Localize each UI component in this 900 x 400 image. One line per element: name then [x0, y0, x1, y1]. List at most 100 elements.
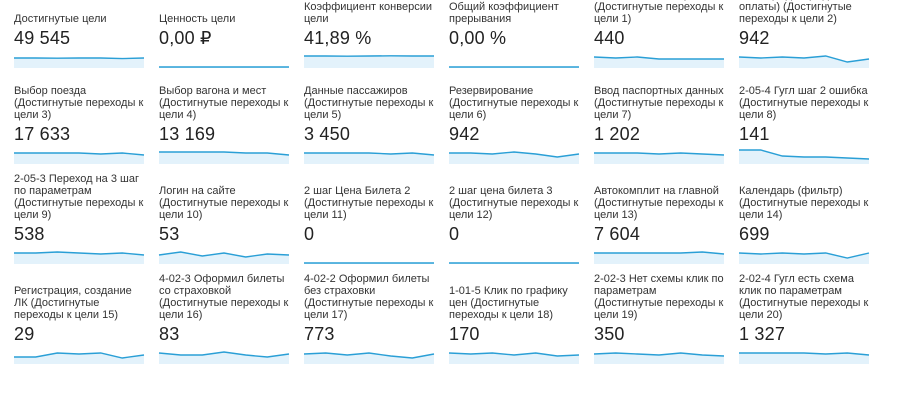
metric-sparkline [159, 151, 290, 164]
metric-value: 17 633 [14, 124, 71, 144]
metric-sparkline [449, 262, 579, 264]
metric-card[interactable]: 2-02-4 Гугл есть схема клик по параметра… [739, 273, 871, 376]
metric-title: 4 шаг (подтверждение оплаты) (Достигнуты… [739, 0, 853, 25]
metric-card[interactable]: Выбор вагона и мест (Достигнутые переход… [159, 85, 291, 176]
metric-sparkline [449, 151, 580, 164]
metric-card[interactable]: Коэффициент конверсии цели 41,89 % [304, 0, 436, 80]
metric-sparkline [448, 352, 580, 364]
sparkline-line [593, 352, 725, 357]
metric-value: 1 327 [739, 324, 786, 344]
sparkline-area [449, 353, 579, 364]
metric-card[interactable]: Выбор поезда (Достигнутые переходы к цел… [14, 85, 146, 176]
sparkline-area [304, 153, 434, 164]
metric-card[interactable]: 1-01-5 Клик по графику цен (Достигнутые … [448, 285, 581, 376]
metric-card[interactable]: 2 шаг цена билета 3 (Достигнутые переход… [449, 185, 581, 276]
metric-title: Регистрация, создание ЛК (Достигнутые пе… [14, 285, 132, 321]
sparkline-area [14, 58, 144, 68]
sparkline-line [739, 149, 870, 160]
metric-title: 2-05-4 Гугл шаг 2 ошибка (Достигнутые пе… [739, 85, 869, 121]
sparkline-area [159, 152, 289, 164]
metric-card[interactable]: 4 шаг (подтверждение оплаты) (Достигнуты… [738, 0, 871, 80]
metric-card[interactable]: Регистрация, создание ЛК (Достигнутые пе… [14, 285, 146, 376]
metric-sparkline [594, 152, 725, 164]
metric-card[interactable]: 2-02-3 Нет схемы клик по параметрам (Дос… [593, 273, 726, 376]
metric-sparkline [593, 56, 724, 68]
metric-title: Ценность цели [159, 13, 236, 25]
metric-card[interactable]: 2-05-3 Переход на 3 шаг по параметрам (Д… [14, 173, 146, 276]
metric-value: 0 [304, 224, 315, 244]
metric-sparkline [158, 251, 290, 264]
sparkline-line [303, 352, 435, 359]
metric-value: 41,89 % [304, 28, 372, 48]
metric-title: 2-02-4 Гугл есть схема клик по параметра… [739, 273, 869, 321]
sparkline-area [14, 153, 144, 164]
metric-card[interactable]: 6-06 Клик по истории (Достигнутые перехо… [593, 0, 726, 80]
sparkline-line [14, 251, 145, 256]
metric-card[interactable]: Календарь (фильтр) (Достигнутые переходы… [738, 185, 871, 276]
metric-title: Данные пассажиров (Достигнутые переходы … [304, 85, 434, 121]
metric-card[interactable]: Автокомплит на главной (Достигнутые пере… [594, 185, 726, 276]
metric-sparkline [303, 352, 435, 364]
sparkline-area [594, 353, 724, 364]
metric-card[interactable]: 2 шаг Цена Билета 2 (Достигнутые переход… [304, 185, 436, 276]
metric-value: 440 [594, 28, 625, 48]
sparkline-line [14, 57, 145, 60]
metric-card[interactable]: Достигнутые цели 49 545 [14, 0, 146, 80]
metric-card[interactable]: Данные пассажиров (Достигнутые переходы … [304, 85, 436, 176]
metric-value: 3 450 [304, 124, 351, 144]
metric-card[interactable]: 2-05-4 Гугл шаг 2 ошибка (Достигнутые пе… [739, 85, 871, 176]
metric-sparkline [14, 57, 145, 68]
metric-value: 942 [449, 124, 480, 144]
sparkline-line [158, 351, 290, 358]
metric-sparkline [159, 66, 289, 68]
metric-title: Ввод паспортных данных (Достигнутые пере… [594, 85, 724, 121]
metric-value: 83 [159, 324, 180, 344]
metric-value: 13 169 [159, 124, 216, 144]
metric-value: 29 [14, 324, 35, 344]
metric-sparkline [304, 262, 434, 264]
metric-card[interactable]: Ввод паспортных данных (Достигнутые пере… [594, 85, 726, 176]
metric-value: 350 [594, 324, 625, 344]
metric-title: Календарь (фильтр) (Достигнутые переходы… [739, 185, 869, 221]
metric-value: 170 [449, 324, 480, 344]
sparkline-area [304, 55, 434, 68]
metric-title: Логин на сайте (Достигнутые переходы к ц… [159, 185, 289, 221]
metric-value: 538 [14, 224, 45, 244]
sparkline-line [14, 152, 145, 156]
metric-card[interactable]: 4-02-3 Оформил билеты со страховкой (Дос… [158, 273, 291, 376]
metric-card[interactable]: Ценность цели 0,00 ₽ [159, 0, 291, 80]
sparkline-area [594, 153, 724, 164]
metric-value: 1 202 [594, 124, 641, 144]
metric-sparkline [14, 152, 145, 164]
metric-value: 141 [739, 124, 770, 144]
metric-title: Автокомплит на главной (Достигнутые пере… [594, 185, 724, 221]
metric-sparkline [739, 352, 870, 364]
metric-sparkline [14, 251, 145, 264]
metric-card[interactable]: Общий коэффициент прерывания 0,00 % [449, 0, 581, 80]
sparkline-line [593, 56, 724, 60]
sparkline-line [159, 151, 290, 156]
metric-card[interactable]: 4-02-2 Оформил билеты без страховки (Дос… [303, 273, 436, 376]
sparkline-area [739, 353, 869, 364]
metric-card[interactable]: Логин на сайте (Достигнутые переходы к ц… [158, 185, 291, 276]
sparkline-line [594, 251, 725, 255]
metric-title: Выбор поезда (Достигнутые переходы к цел… [14, 85, 144, 121]
sparkline-line [304, 152, 435, 156]
metric-title: Общий коэффициент прерывания [449, 1, 559, 25]
metric-sparkline [738, 55, 870, 68]
sparkline-area [159, 352, 289, 364]
metric-card[interactable]: Резервирование (Достигнутые переходы к ц… [449, 85, 581, 176]
metric-value: 7 604 [594, 224, 641, 244]
metric-sparkline [594, 251, 725, 264]
metric-title: 4-02-2 Оформил билеты без страховки (Дос… [304, 273, 434, 321]
sparkline-line [738, 55, 870, 63]
sparkline-line [448, 352, 580, 357]
metric-value: 0,00 % [449, 28, 507, 48]
sparkline-line [449, 151, 580, 158]
metric-sparkline [738, 252, 870, 264]
metric-sparkline [449, 66, 579, 68]
metric-value: 0,00 ₽ [159, 28, 212, 48]
sparkline-line [158, 251, 290, 258]
metric-value: 699 [739, 224, 770, 244]
metric-value: 53 [159, 224, 180, 244]
